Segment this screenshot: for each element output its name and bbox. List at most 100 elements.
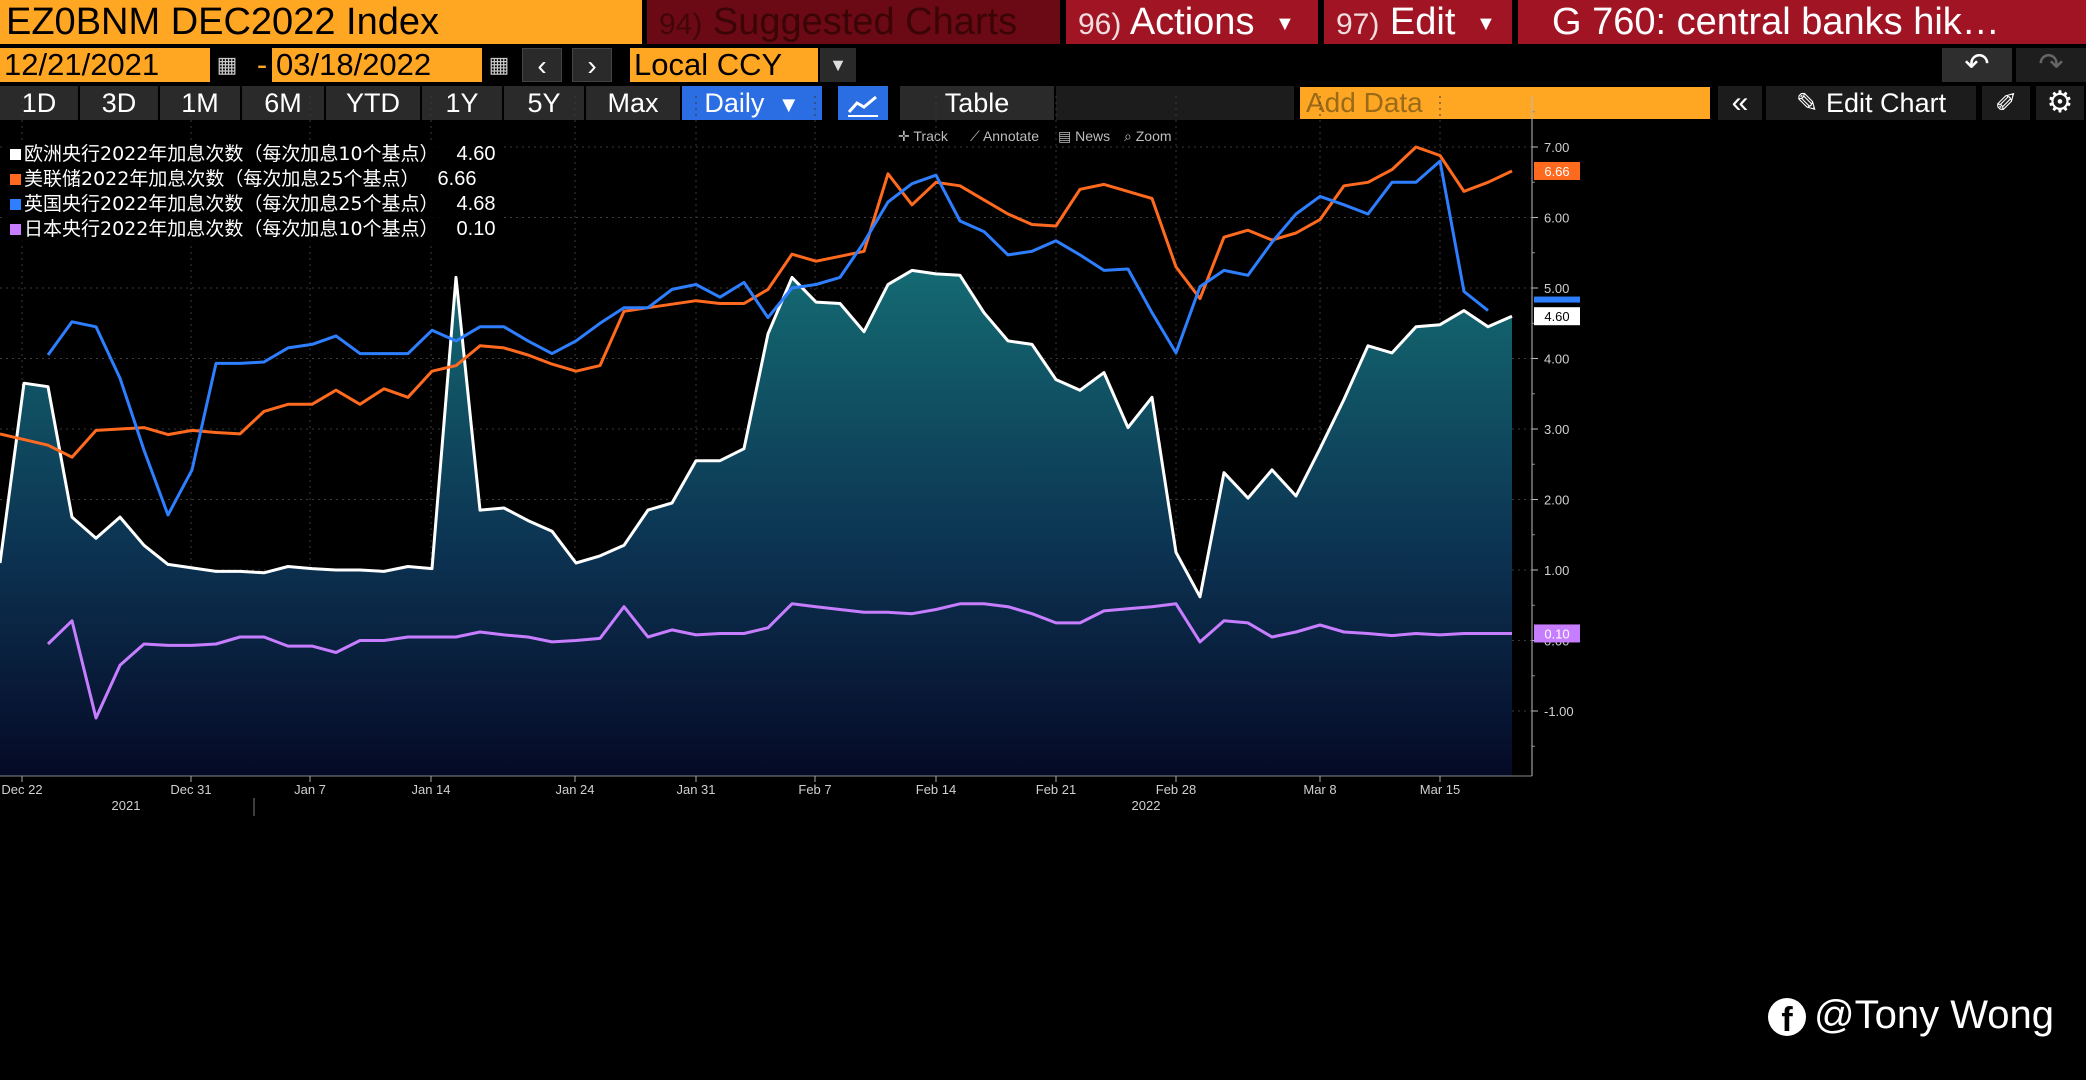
period-3d-button[interactable]: 3D bbox=[80, 86, 160, 120]
zoom-tool[interactable]: ⌕ Zoom bbox=[1124, 128, 1172, 145]
track-label: Track bbox=[913, 128, 948, 144]
legend-value: 4.60 bbox=[456, 143, 496, 165]
legend-item-boe[interactable]: 英国央行2022年加息次数（每次加息25个基点） 4.68 bbox=[10, 192, 495, 217]
last-value-tag-boe bbox=[1534, 296, 1580, 303]
last-value-tag bbox=[1534, 161, 1580, 180]
y-tick-label: -1.00 bbox=[1544, 704, 1574, 719]
zoom-label: Zoom bbox=[1135, 128, 1172, 144]
period-1m-button[interactable]: 1M bbox=[160, 86, 242, 120]
series-line-3 bbox=[46, 602, 1512, 720]
zoom-icon: ⌕ bbox=[1124, 128, 1132, 144]
legend-label: 英国央行2022年加息次数（每次加息25个基点） bbox=[24, 193, 439, 215]
suggested-charts-menu[interactable]: 94) Suggested Charts bbox=[647, 0, 1060, 44]
legend-item-boj[interactable]: 日本央行2022年加息次数（每次加息10个基点） 0.10 bbox=[10, 217, 495, 242]
legend-value: 4.68 bbox=[456, 193, 496, 215]
annotate-label: Annotate bbox=[982, 128, 1039, 144]
legend-swatch bbox=[10, 224, 21, 235]
add-data-input[interactable]: Add Data bbox=[1300, 87, 1710, 119]
news-icon: ▤ bbox=[1058, 128, 1072, 144]
last-value-label: 4.60 bbox=[1544, 309, 1569, 324]
legend-swatch bbox=[10, 199, 21, 210]
x-tick-label: Feb 7 bbox=[798, 782, 831, 797]
y-tick-label: 4.00 bbox=[1544, 352, 1569, 367]
legend-swatch bbox=[10, 174, 21, 185]
calendar-icon[interactable]: ▦ bbox=[488, 52, 510, 77]
legend-item-ecb[interactable]: 欧洲央行2022年加息次数（每次加息10个基点） 4.60 bbox=[10, 142, 495, 167]
series-line-0 bbox=[0, 268, 1513, 599]
news-label: News bbox=[1075, 128, 1111, 144]
caret-down-icon: ▼ bbox=[1475, 12, 1496, 35]
y-tick-label: 1.00 bbox=[1544, 563, 1569, 578]
legend-item-fed[interactable]: 美联储2022年加息次数（每次加息25个基点） 6.66 bbox=[10, 167, 495, 192]
undo-icon[interactable]: ↶ bbox=[1942, 48, 2012, 82]
y-tick-label: 3.00 bbox=[1544, 422, 1569, 437]
x-tick-label: Feb 28 bbox=[1156, 782, 1196, 797]
x-tick-label: Feb 21 bbox=[1036, 782, 1076, 797]
series-line-2 bbox=[46, 159, 1489, 517]
y-tick-label: 6.00 bbox=[1544, 211, 1569, 226]
redo-icon[interactable]: ↷ bbox=[2016, 48, 2086, 82]
actions-menu[interactable]: 96) Actions ▼ bbox=[1066, 0, 1318, 44]
caret-down-icon: ▼ bbox=[1275, 12, 1295, 35]
news-tool[interactable]: ▤ News bbox=[1058, 128, 1110, 145]
x-tick-label: Jan 24 bbox=[555, 782, 594, 797]
period-6m-button[interactable]: 6M bbox=[242, 86, 326, 120]
x-tick-label: Jan 14 bbox=[411, 782, 450, 797]
edit-lines-icon[interactable]: ✐ bbox=[1982, 86, 2032, 120]
year-label: 2022 bbox=[1132, 798, 1161, 813]
collapse-left-icon[interactable]: « bbox=[1718, 86, 1764, 120]
legend-swatch bbox=[10, 149, 21, 160]
gear-icon[interactable]: ⚙ bbox=[2036, 86, 2086, 120]
caret-down-icon: ▼ bbox=[777, 92, 800, 117]
x-tick-label: Mar 15 bbox=[1420, 782, 1460, 797]
track-tool[interactable]: ✛ Track bbox=[898, 128, 948, 145]
calendar-icon[interactable]: ▦ bbox=[216, 52, 238, 77]
last-value-label: 6.66 bbox=[1544, 164, 1569, 179]
period-1y-button[interactable]: 1Y bbox=[422, 86, 504, 120]
x-tick-label: Feb 14 bbox=[916, 782, 956, 797]
chart-legend: 欧洲央行2022年加息次数（每次加息10个基点） 4.60 美联储2022年加息次… bbox=[6, 140, 504, 246]
period-ytd-button[interactable]: YTD bbox=[326, 86, 422, 120]
edit-label: Edit bbox=[1389, 1, 1456, 43]
line-chart-icon[interactable] bbox=[838, 86, 890, 120]
table-button[interactable]: Table bbox=[900, 86, 1056, 120]
edit-number: 97) bbox=[1336, 8, 1380, 41]
security-ticker[interactable]: EZ0BNM DEC2022 Index bbox=[0, 0, 642, 44]
period-1d-button[interactable]: 1D bbox=[0, 86, 80, 120]
pencil-icon: ✎ bbox=[1795, 88, 1819, 118]
legend-label: 美联储2022年加息次数（每次加息25个基点） bbox=[24, 168, 420, 190]
edit-chart-button[interactable]: ✎ Edit Chart bbox=[1766, 86, 1978, 120]
x-tick-label: Dec 31 bbox=[170, 782, 211, 797]
annotate-icon: ⟋ bbox=[970, 128, 980, 144]
frequency-label: Daily bbox=[704, 88, 765, 118]
chevron-right-icon[interactable]: › bbox=[572, 48, 612, 82]
watermark-text: @Tony Wong bbox=[1814, 993, 2054, 1037]
period-5y-button[interactable]: 5Y bbox=[504, 86, 586, 120]
actions-number: 96) bbox=[1078, 8, 1122, 41]
facebook-icon: f bbox=[1768, 998, 1806, 1039]
suggested-charts-label: Suggested Charts bbox=[712, 1, 1018, 43]
legend-label: 欧洲央行2022年加息次数（每次加息10个基点） bbox=[24, 143, 439, 165]
caret-down-icon[interactable]: ▼ bbox=[820, 48, 856, 82]
legend-label: 日本央行2022年加息次数（每次加息10个基点） bbox=[24, 218, 439, 240]
x-tick-label: Jan 31 bbox=[676, 782, 715, 797]
edit-menu[interactable]: 97) Edit ▼ bbox=[1324, 0, 1512, 44]
y-tick-label: 7.00 bbox=[1544, 140, 1569, 155]
series-line-1 bbox=[0, 145, 1513, 459]
chevron-left-icon[interactable]: ‹ bbox=[522, 48, 562, 82]
last-value-label: 0.10 bbox=[1544, 626, 1569, 641]
legend-value: 0.10 bbox=[456, 218, 496, 240]
last-value-tag bbox=[1534, 624, 1580, 643]
start-date-field[interactable]: 12/21/2021 bbox=[0, 48, 210, 82]
y-tick-label: 2.00 bbox=[1544, 493, 1569, 508]
year-label: 2021 bbox=[112, 798, 141, 813]
author-watermark: f @Tony Wong bbox=[1768, 993, 2054, 1039]
annotate-tool[interactable]: ⟋ Annotate bbox=[970, 128, 1039, 145]
period-max-button[interactable]: Max bbox=[586, 86, 682, 120]
currency-select[interactable]: Local CCY bbox=[630, 48, 818, 82]
y-tick-label: 5.00 bbox=[1544, 281, 1569, 296]
end-date-field[interactable]: 03/18/2022 bbox=[272, 48, 482, 82]
frequency-select[interactable]: Daily ▼ bbox=[682, 86, 824, 120]
news-story-title[interactable]: G 760: central banks hik… bbox=[1518, 0, 2086, 44]
